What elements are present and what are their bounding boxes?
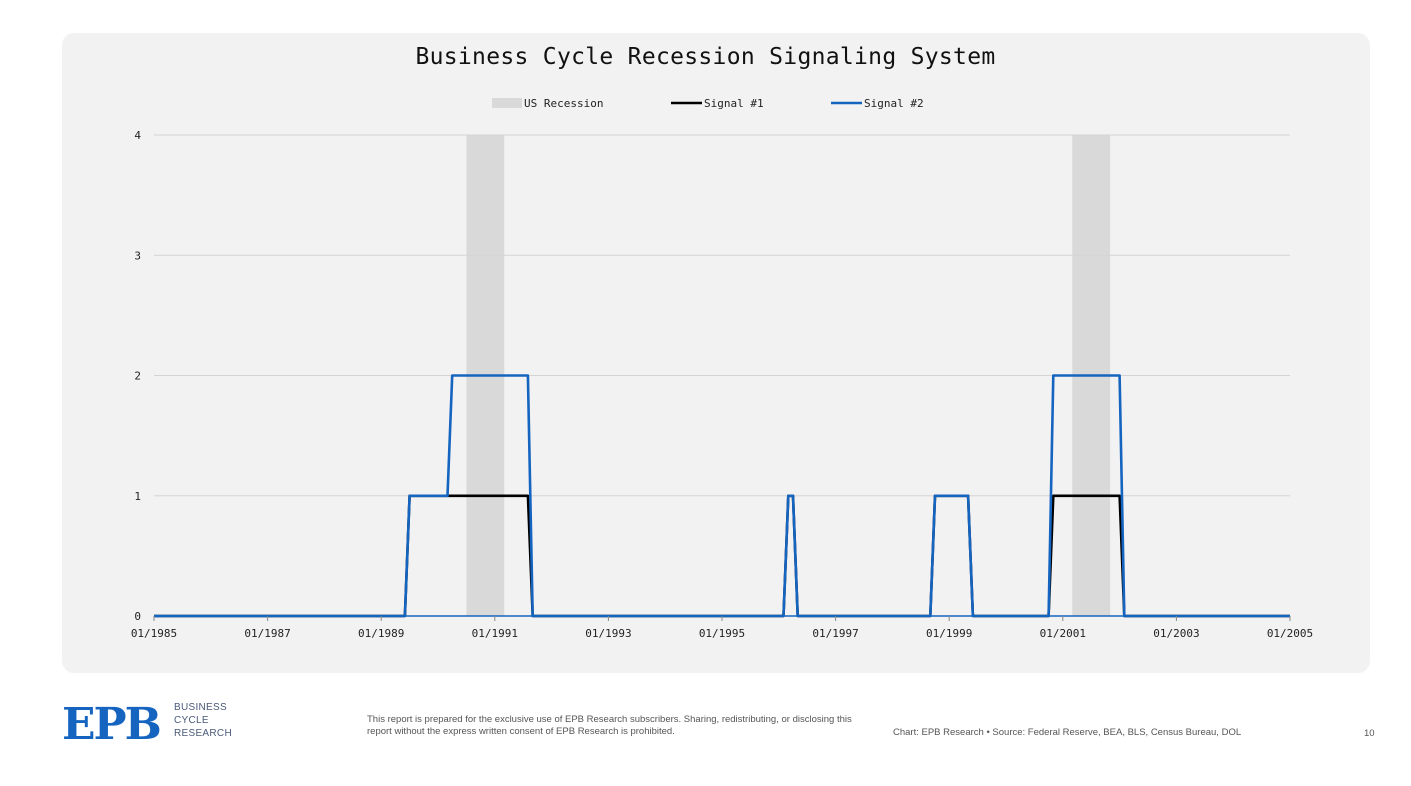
legend-label: Signal #2 [864,97,924,110]
legend-label: US Recession [524,97,603,110]
x-tick-label: 01/1985 [131,627,177,640]
x-tick-label: 01/1993 [585,627,631,640]
y-tick-label: 0 [134,610,141,623]
x-tick-label: 01/2003 [1153,627,1199,640]
page-number: 10 [1364,728,1375,739]
logo-sub-line: RESEARCH [174,728,232,739]
x-tick-label: 01/1989 [358,627,404,640]
chart-panel [62,33,1370,673]
logo-subtitle: BUSINESS CYCLE RESEARCH [174,701,232,740]
legend-item: Signal #1 [671,97,764,110]
y-tick-label: 1 [134,490,141,503]
chart-plot: 0 1 2 3 4 01/1985 01/1987 01/1989 01/1991 01/199… [131,97,1313,640]
epb-logo: EPB [62,700,162,742]
x-tick-label: 01/1991 [472,627,518,640]
disclaimer-text: This report is prepared for the exclusiv… [367,714,852,737]
x-tick-label: 01/1997 [812,627,858,640]
series-line-signal-1 [154,494,1290,618]
legend-label: Signal #1 [704,97,764,110]
x-tick-label: 01/1995 [699,627,745,640]
logo-text: EPB [62,700,160,742]
chart-title: Business Cycle Recession Signaling Syste… [415,44,996,70]
source-credit: Chart: EPB Research • Source: Federal Re… [893,727,1242,738]
x-tick-label: 01/1999 [926,627,972,640]
legend-swatch [492,98,522,108]
legend-item: Signal #2 [831,97,924,110]
y-tick-label: 2 [134,370,141,383]
legend-item: US Recession [492,97,603,110]
y-tick-label: 3 [134,249,141,262]
logo-sub-line: CYCLE [174,715,209,726]
logo-sub-line: BUSINESS [174,702,227,713]
x-tick-label: 01/2005 [1267,627,1313,640]
x-tick-label: 01/2001 [1040,627,1086,640]
series-line-signal-2 [154,374,1290,618]
x-tick-label: 01/1987 [244,627,290,640]
y-tick-label: 4 [134,129,141,142]
